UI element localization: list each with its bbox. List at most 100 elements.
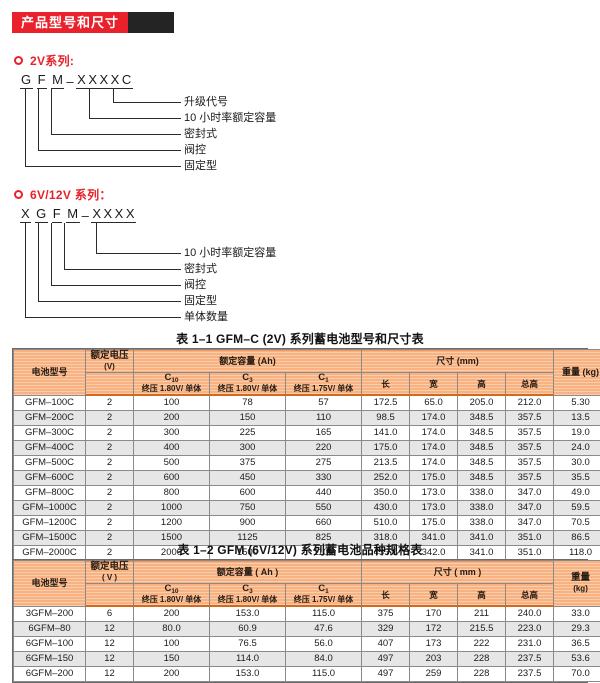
th-c3: C3 终压 1.80V/ 单体: [210, 584, 286, 607]
th-capacity-group: 额定容量 (Ah): [134, 350, 362, 373]
code-char-x3: X: [99, 72, 110, 89]
cell-weight: 49.0: [554, 486, 600, 501]
cell-c10: 200: [134, 411, 210, 426]
th-voltage-main: 额定电压: [86, 561, 133, 572]
code-char-x1: X: [76, 72, 87, 89]
cell-total-height: 357.5: [506, 456, 554, 471]
cell-total-height: 237.5: [506, 667, 554, 682]
cell-model: GFM–300C: [14, 426, 86, 441]
cell-c1: 550: [286, 501, 362, 516]
leader-label-valve: 阀控: [184, 144, 206, 156]
th-voltage-spacer: [86, 373, 134, 396]
leader-hline-fixed: [25, 166, 181, 167]
cell-weight: 5.30: [554, 395, 600, 411]
cell-c1: 660: [286, 516, 362, 531]
code-char-x4: X: [125, 206, 136, 223]
cell-voltage: 12: [86, 667, 134, 682]
cell-width: 174.0: [410, 456, 458, 471]
th-c3: C3 终压 1.80V/ 单体: [210, 373, 286, 396]
cell-length: 497: [362, 652, 410, 667]
cell-total-height: 357.5: [506, 426, 554, 441]
code-char-x2: X: [103, 206, 114, 223]
leader-label-fixed: 固定型: [184, 295, 217, 307]
leader-hline-valve: [51, 285, 181, 286]
code-char-g: G: [35, 206, 48, 223]
cell-height: 348.5: [458, 471, 506, 486]
cell-weight: 53.6: [554, 652, 600, 667]
leader-vline-cellcount: [25, 223, 26, 317]
th-height: 高: [458, 373, 506, 396]
code-char-x0: X: [20, 206, 31, 223]
th-c10: C10 终压 1.80V/ 单体: [134, 584, 210, 607]
leader-hline-fixed: [38, 301, 181, 302]
section-header-2v: 2V系列:: [14, 52, 74, 69]
cell-width: 173: [410, 637, 458, 652]
leader-hline-capacity: [89, 118, 181, 119]
cell-width: 203: [410, 652, 458, 667]
cell-voltage: 2: [86, 395, 134, 411]
code-char-m: M: [51, 72, 64, 89]
cell-weight: 30.0: [554, 456, 600, 471]
cell-model: 3GFM–200: [14, 606, 86, 622]
th-c1: C1 终压 1.75V/ 单体: [286, 584, 362, 607]
cell-weight: 70.0: [554, 667, 600, 682]
cell-voltage: 6: [86, 606, 134, 622]
cell-c10: 150: [134, 652, 210, 667]
cell-c1: 220: [286, 441, 362, 456]
leader-label-cellcount: 单体数量: [184, 311, 228, 323]
cell-weight: 24.0: [554, 441, 600, 456]
leader-vline-sealed: [51, 89, 52, 134]
leader-hline-valve: [38, 150, 181, 151]
cell-c10: 80.0: [134, 622, 210, 637]
cell-voltage: 2: [86, 426, 134, 441]
cell-voltage: 12: [86, 637, 134, 652]
th-c1-main: C1: [286, 584, 361, 595]
cell-c1: 84.0: [286, 652, 362, 667]
cell-c3: 300: [210, 441, 286, 456]
cell-length: 350.0: [362, 486, 410, 501]
cell-model: GFM–500C: [14, 456, 86, 471]
cell-width: 173.0: [410, 501, 458, 516]
code-dash: –: [80, 208, 92, 223]
cell-width: 65.0: [410, 395, 458, 411]
cell-length: 510.0: [362, 516, 410, 531]
cell-length: 213.5: [362, 456, 410, 471]
th-c1: C1 终压 1.75V/ 单体: [286, 373, 362, 396]
cell-c10: 200: [134, 606, 210, 622]
cell-c3: 600: [210, 486, 286, 501]
cell-voltage: 12: [86, 652, 134, 667]
th-c1-main: C1: [286, 373, 361, 384]
code-char-g: G: [20, 72, 33, 89]
section-label-6v12v: 6V/12V 系列：: [30, 186, 112, 203]
cell-total-height: 237.5: [506, 652, 554, 667]
cell-width: 259: [410, 667, 458, 682]
th-weight: 重量 (kg): [554, 350, 600, 396]
cell-model: 6GFM–150: [14, 652, 86, 667]
th-weight: 重量 (kg): [554, 561, 600, 607]
code-char-x1: X: [91, 206, 102, 223]
cell-height: 228: [458, 652, 506, 667]
cell-model: 6GFM–80: [14, 622, 86, 637]
cell-length: 497: [362, 667, 410, 682]
cell-length: 430.0: [362, 501, 410, 516]
leader-vline-fixed: [38, 223, 39, 301]
cell-c10: 100: [134, 637, 210, 652]
cell-model: GFM–1200C: [14, 516, 86, 531]
code-char-x3: X: [114, 206, 125, 223]
code-char-x2: X: [87, 72, 98, 89]
leader-label-capacity: 10 小时率额定容量: [184, 112, 276, 124]
cell-model: 6GFM–200: [14, 667, 86, 682]
leader-vline-capacity: [89, 89, 90, 118]
cell-c10: 1200: [134, 516, 210, 531]
cell-model: 6GFM–100: [14, 637, 86, 652]
cell-c10: 300: [134, 426, 210, 441]
th-c3-main: C3: [210, 373, 285, 384]
cell-width: 170: [410, 606, 458, 622]
code-char-x4: X: [110, 72, 121, 89]
ring-bullet-icon: [14, 190, 23, 199]
th-voltage: 额定电压 ( V ): [86, 561, 134, 584]
